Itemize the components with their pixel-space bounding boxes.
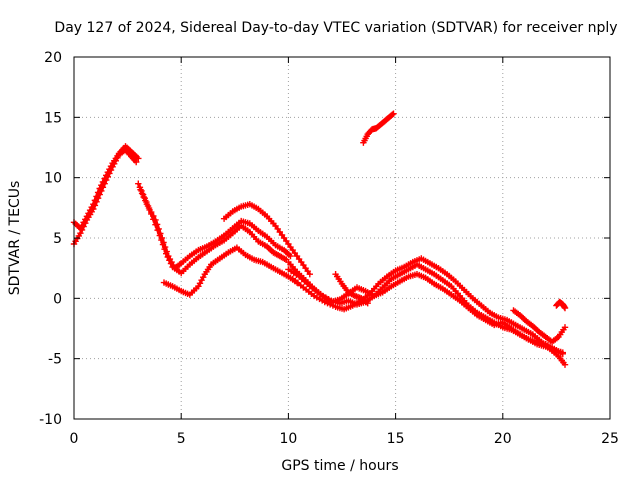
data-point — [135, 180, 142, 187]
data-point — [364, 300, 371, 307]
series-track-d — [137, 186, 294, 272]
data-point — [137, 186, 144, 193]
data-point — [135, 155, 142, 162]
x-tick-label: 5 — [177, 431, 186, 447]
data-point — [559, 349, 566, 356]
y-tick-label: 15 — [44, 110, 62, 126]
data-point — [157, 230, 164, 237]
data-point — [306, 271, 313, 278]
data-point — [91, 197, 99, 204]
data-point — [140, 193, 147, 201]
data-point — [142, 197, 149, 204]
data-point — [561, 361, 569, 368]
series-track-m — [553, 298, 569, 312]
series-layer — [70, 110, 569, 368]
data-point — [152, 216, 159, 224]
y-axis-label: SDTVAR / TECUs — [7, 181, 23, 296]
data-point — [138, 190, 146, 197]
data-point — [150, 212, 157, 220]
y-tick-label: 0 — [53, 291, 62, 307]
data-point — [155, 225, 162, 233]
y-tick-label: -5 — [48, 352, 62, 368]
series-track-e — [160, 244, 301, 298]
data-point — [145, 204, 153, 212]
x-tick-label: 20 — [494, 431, 512, 447]
x-tick-label: 10 — [279, 431, 297, 447]
data-point — [561, 324, 569, 331]
series-track-j — [332, 271, 371, 307]
data-point — [143, 201, 151, 208]
y-tick-label: 5 — [53, 231, 62, 247]
data-point — [93, 193, 100, 200]
data-point — [561, 304, 569, 312]
chart-title: Day 127 of 2024, Sidereal Day-to-day VTE… — [54, 20, 617, 36]
data-point — [160, 239, 167, 246]
data-point — [90, 201, 97, 208]
series-track-f — [220, 201, 313, 278]
series-track-l — [510, 307, 569, 345]
x-tick-label: 0 — [70, 431, 79, 447]
tick-layer: 0 5 10 15 20 25 -10 -5 0 5 10 15 20 — [39, 50, 619, 447]
series-track-k — [360, 110, 397, 146]
series-track-i — [285, 258, 566, 356]
data-point — [99, 178, 107, 186]
y-tick-label: 10 — [44, 171, 62, 187]
data-point — [158, 234, 166, 242]
data-point — [153, 221, 161, 228]
y-tick-label: -10 — [39, 412, 62, 428]
data-point — [390, 110, 397, 117]
x-tick-label: 25 — [601, 431, 619, 447]
series-track-b — [70, 143, 142, 232]
data-point — [163, 248, 170, 255]
data-point — [287, 252, 294, 260]
data-point — [94, 189, 102, 196]
y-tick-label: 20 — [44, 50, 62, 66]
data-point — [389, 111, 396, 118]
data-point — [161, 243, 169, 251]
x-axis-label: GPS time / hours — [281, 458, 398, 474]
data-point — [98, 182, 105, 189]
x-tick-label: 15 — [387, 431, 405, 447]
data-point — [148, 208, 155, 216]
data-point — [101, 175, 108, 182]
data-point — [96, 185, 103, 192]
